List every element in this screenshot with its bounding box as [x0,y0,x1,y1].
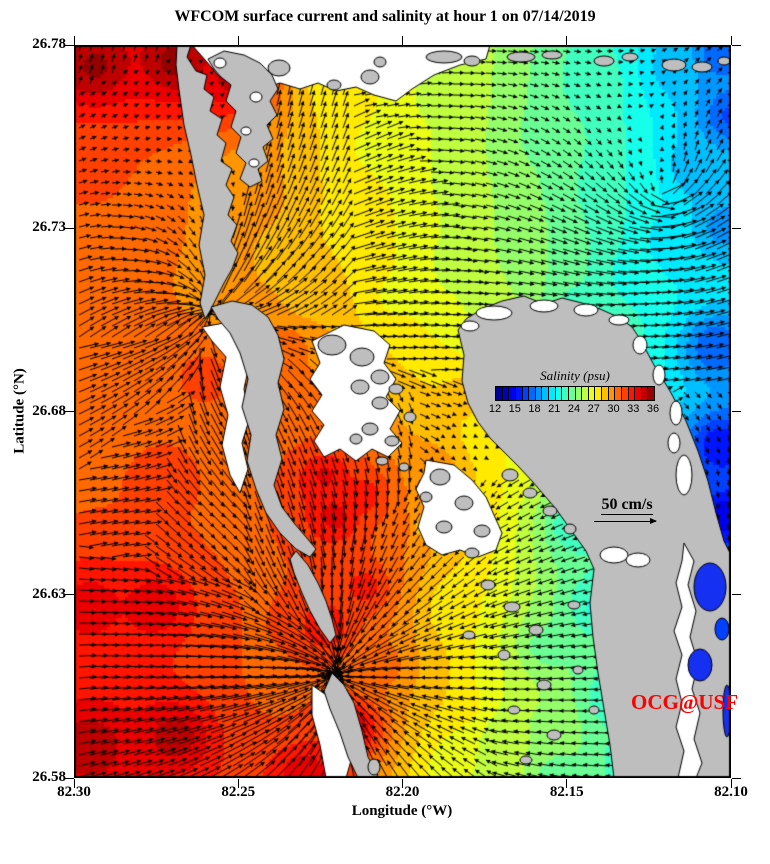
colorbar-cell [621,387,629,400]
x-tick-label: 82.30 [57,784,91,800]
x-tick-label: 82.25 [221,784,256,800]
x-tick-mark [730,36,732,45]
x-tick-mark [566,36,568,45]
colorbar-tick-label: 15 [508,403,521,415]
colorbar-cell [648,387,654,400]
y-tick-mark [65,411,74,412]
y-tick-mark [732,777,741,779]
velocity-scale-arrow [594,518,657,524]
x-tick-label: 82.15 [549,784,584,800]
y-tick-mark [732,227,741,229]
colorbar-cell [602,387,609,400]
colorbar-cell [522,387,530,400]
y-tick-mark [732,594,741,596]
x-tick-mark [73,36,75,45]
colorbar-cell [496,387,503,400]
y-tick-mark [65,777,74,779]
colorbar-cell [582,387,589,400]
colorbar-cell [555,387,563,400]
y-tick-label: 26.73 [32,219,66,236]
y-tick-label: 26.78 [32,36,66,52]
arrow-head-icon [650,518,657,524]
watermark-ocg-usf: OCG@USF [631,690,739,714]
colorbar-cell [549,387,556,400]
colorbar-title: Salinity (psu) [540,368,610,383]
figure-title: WFCOM surface current and salinity at ho… [174,8,596,25]
colorbar-tick-label: 24 [567,403,581,415]
x-tick-mark [566,779,568,788]
y-tick-label: 26.63 [32,585,66,602]
y-tick-mark [732,44,741,46]
x-tick-mark [730,779,732,788]
y-tick-label: 26.58 [32,769,66,785]
colorbar-cell [542,387,549,400]
x-tick-label: 82.10 [714,784,748,800]
y-tick-mark [65,594,74,596]
x-tick-mark [237,36,239,45]
colorbar-tick-label: 36 [646,403,660,415]
colorbar-cell [628,387,636,400]
velocity-scale: 50 cm/s [592,496,662,524]
colorbar: Salinity (psu) 12 15 18 21 24 27 30 33 36 [489,368,663,417]
x-tick-label: 82.20 [385,784,420,800]
x-tick-mark [402,779,403,788]
colorbar-swatches [495,386,655,401]
colorbar-tick-label: 30 [607,403,620,415]
colorbar-cell [562,387,569,400]
colorbar-cell [535,387,543,400]
colorbar-cell [529,387,536,400]
x-tick-mark [237,779,239,788]
colorbar-cell [608,387,616,400]
colorbar-cell [502,387,510,400]
colorbar-cell [635,387,642,400]
x-axis-label: Longitude (°W) [351,803,453,819]
colorbar-tick-label: 12 [488,403,502,415]
colorbar-cell [595,387,602,400]
colorbar-cell [641,387,649,400]
colorbar-tick-label: 21 [548,403,561,415]
colorbar-cell [515,387,523,400]
x-tick-mark [402,36,403,45]
x-tick-mark [73,779,75,788]
colorbar-cell [575,387,583,400]
colorbar-cell [588,387,596,400]
y-tick-mark [65,44,74,46]
colorbar-tick-labels: 12 15 18 21 24 27 30 33 36 [489,403,663,417]
colorbar-tick-label: 33 [627,403,640,415]
colorbar-tick-label: 18 [528,403,541,415]
y-tick-mark [732,411,741,412]
colorbar-tick-label: 27 [587,403,600,415]
colorbar-cell [568,387,576,400]
y-tick-mark [65,227,74,229]
colorbar-cell [509,387,516,400]
colorbar-cell [615,387,622,400]
y-tick-label: 26.68 [32,402,66,419]
velocity-scale-label: 50 cm/s [601,496,653,515]
map-plot-area [74,45,731,778]
